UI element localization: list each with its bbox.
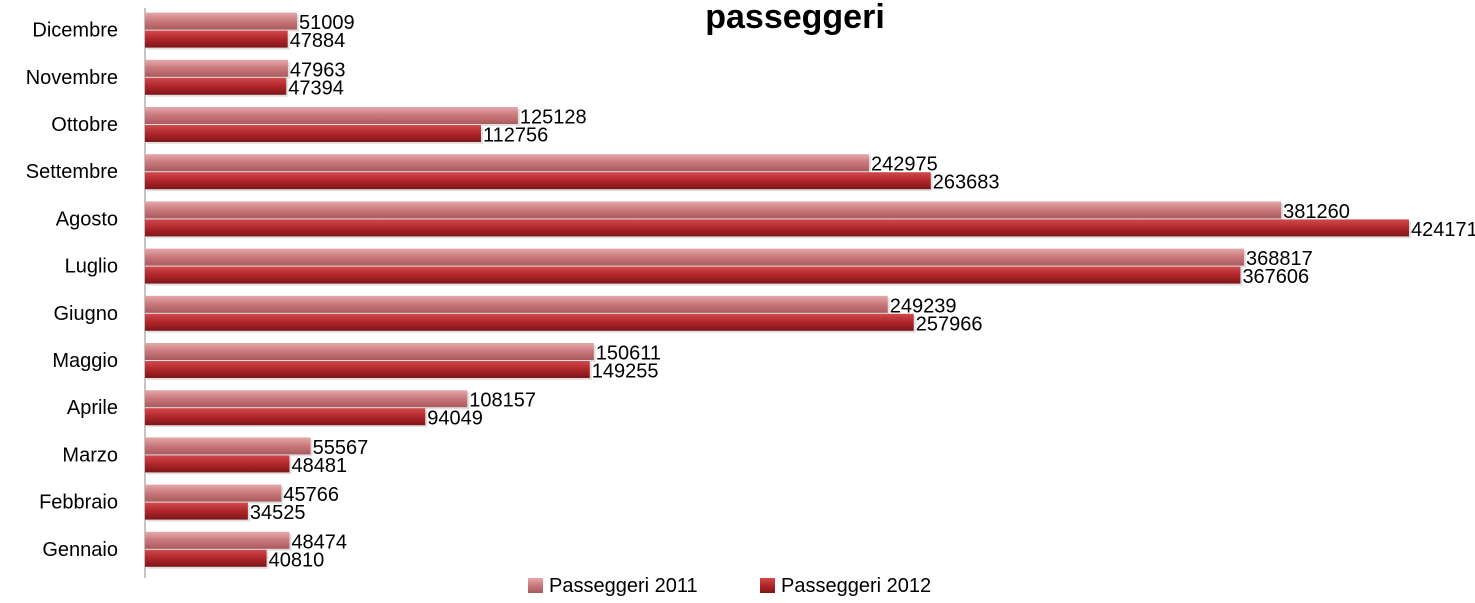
category-label: Dicembre [32, 20, 118, 42]
data-label: 51009 [299, 12, 355, 34]
data-label: 108157 [469, 390, 536, 412]
data-label: 257966 [916, 313, 983, 335]
bar [145, 549, 267, 567]
category-label: Maggio [52, 350, 118, 372]
data-label: 249239 [890, 295, 957, 317]
category-label: Agosto [56, 208, 118, 230]
data-label: 149255 [592, 361, 659, 383]
data-label: 47394 [288, 77, 344, 99]
category-label: Settembre [26, 161, 118, 183]
data-label: 125128 [520, 107, 587, 129]
category-label: Novembre [26, 67, 118, 89]
bar [145, 437, 311, 455]
legend-label: Passeggeri 2011 [549, 575, 698, 597]
data-label: 40810 [269, 549, 325, 571]
data-label: 242975 [871, 154, 938, 176]
bar [145, 77, 287, 95]
data-label: 55567 [313, 437, 369, 459]
data-label: 48474 [291, 531, 347, 553]
bar [145, 30, 288, 48]
bar [145, 313, 914, 331]
bar [145, 201, 1282, 219]
chart-title: passeggeri [705, 0, 885, 36]
bar [145, 59, 288, 77]
data-label: 368817 [1246, 248, 1313, 270]
data-label: 94049 [427, 408, 483, 430]
data-label: 150611 [596, 343, 661, 365]
data-label: 112756 [483, 125, 548, 147]
bar [145, 390, 468, 408]
category-label: Gennaio [42, 539, 118, 561]
bar [145, 12, 298, 30]
bar [145, 125, 482, 142]
legend: Passeggeri 2011 Passeggeri 2012 [528, 575, 931, 597]
data-label: 367606 [1242, 266, 1309, 288]
category-label: Giugno [54, 303, 119, 325]
data-label: 424171 [1411, 219, 1475, 241]
bar [145, 343, 594, 360]
category-label: Ottobre [51, 114, 118, 136]
category-label: Luglio [65, 256, 118, 278]
bar [145, 248, 1245, 266]
data-label: 45766 [283, 484, 339, 506]
bar [145, 219, 1409, 237]
bar [145, 408, 426, 426]
data-label: 48481 [291, 455, 347, 477]
bar [145, 361, 590, 378]
bar [145, 172, 931, 190]
bar [145, 502, 248, 520]
bar [145, 531, 290, 549]
data-label: 263683 [933, 172, 1000, 194]
data-label: 47963 [290, 59, 346, 81]
bar [145, 484, 282, 502]
bar [145, 154, 870, 172]
data-label: 47884 [290, 30, 346, 52]
category-label: Aprile [67, 397, 118, 419]
bar [145, 295, 888, 313]
bar [145, 266, 1241, 284]
legend-label: Passeggeri 2012 [781, 575, 931, 597]
category-label: Febbraio [39, 492, 118, 514]
category-label: Marzo [62, 444, 118, 466]
bar [145, 107, 518, 124]
legend-swatch [528, 578, 543, 593]
data-label: 381260 [1283, 201, 1350, 223]
legend-swatch [760, 578, 775, 593]
bar [145, 455, 290, 473]
data-label: 34525 [250, 502, 306, 524]
